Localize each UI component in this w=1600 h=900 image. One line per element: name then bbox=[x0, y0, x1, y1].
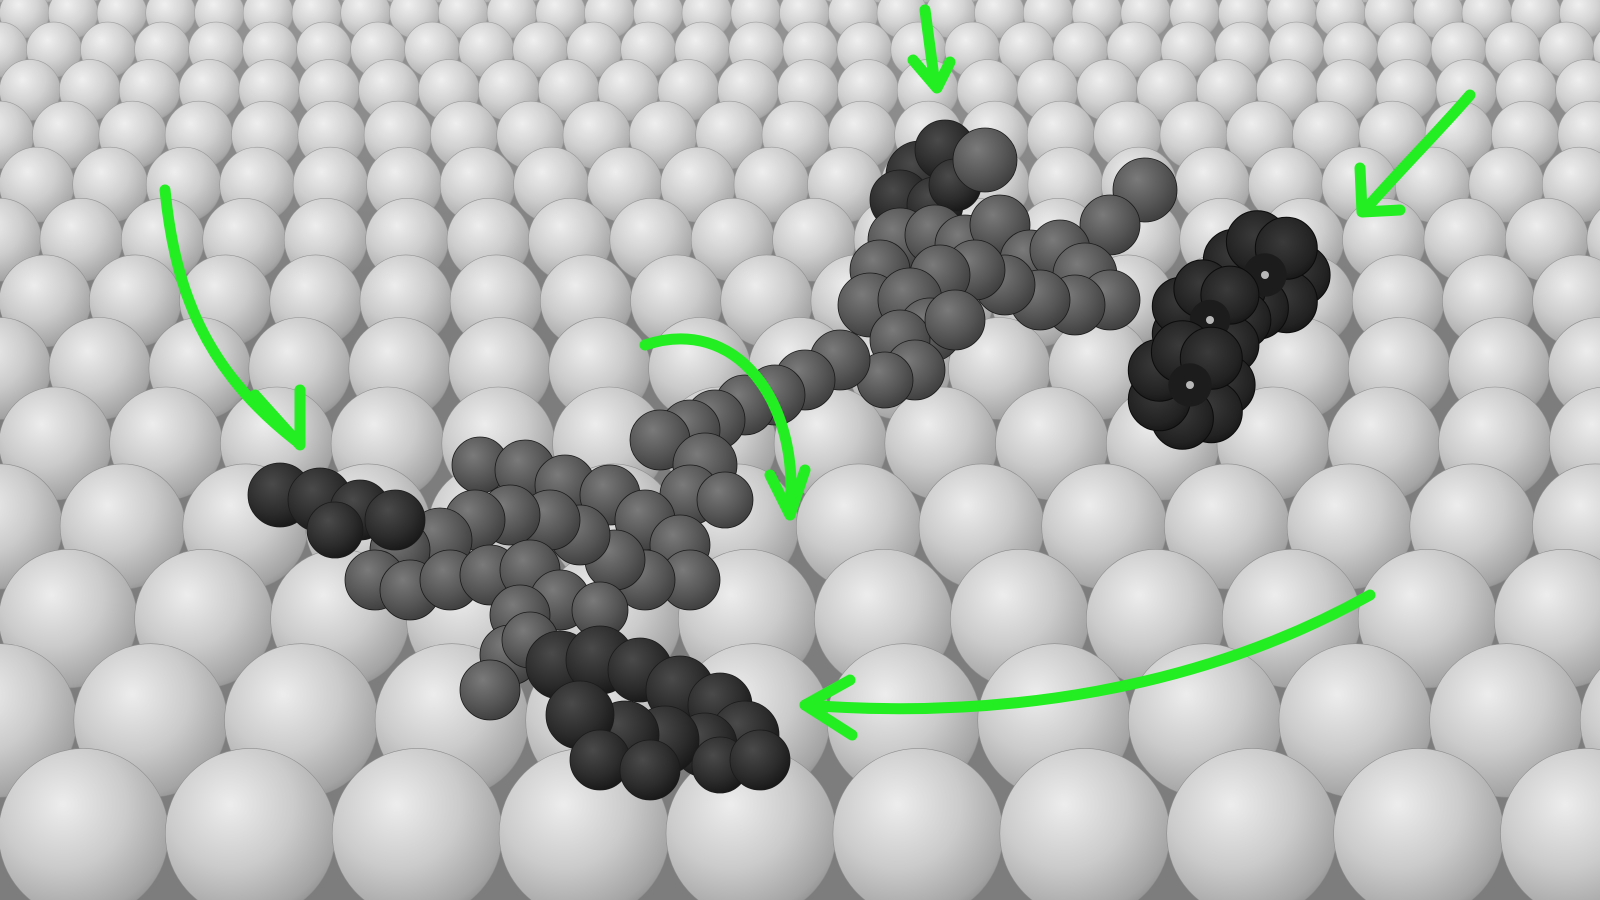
arrow-head bbox=[249, 384, 306, 451]
arrow-head bbox=[907, 54, 956, 94]
adsorbed-molecule bbox=[247, 119, 1331, 801]
lower-body bbox=[344, 436, 721, 721]
atom bbox=[306, 501, 364, 559]
center-dot bbox=[1261, 271, 1269, 279]
flower-groups bbox=[1127, 210, 1331, 450]
top-down-arrow bbox=[907, 4, 956, 94]
flower-group bbox=[1127, 320, 1256, 450]
arrow-head bbox=[799, 674, 858, 741]
arrow-shaft bbox=[159, 184, 301, 446]
upper-body bbox=[837, 127, 1178, 409]
atom bbox=[729, 729, 791, 791]
center-dot bbox=[1186, 381, 1194, 389]
motion-arrows bbox=[159, 4, 1476, 741]
arrow-shaft bbox=[799, 589, 1376, 715]
arrow-shaft bbox=[919, 4, 941, 91]
left-curved-arrow bbox=[159, 184, 306, 451]
arrow-shaft bbox=[1359, 89, 1476, 216]
atom bbox=[696, 471, 754, 529]
atom bbox=[569, 729, 631, 791]
arrow-head bbox=[1354, 162, 1406, 218]
atom bbox=[364, 489, 426, 551]
bottom-end-group bbox=[525, 625, 791, 801]
arrow-head bbox=[764, 464, 811, 521]
center-dot bbox=[1206, 316, 1214, 324]
atom bbox=[952, 127, 1018, 193]
left-end-group bbox=[247, 462, 426, 559]
bottom-sweep-arrow bbox=[799, 589, 1376, 741]
atom bbox=[619, 739, 681, 801]
top-right-arrow bbox=[1354, 89, 1476, 218]
atom bbox=[459, 659, 521, 721]
atom bbox=[924, 289, 986, 351]
arrow-shaft bbox=[639, 333, 797, 516]
center-curved-arrow bbox=[639, 333, 811, 521]
